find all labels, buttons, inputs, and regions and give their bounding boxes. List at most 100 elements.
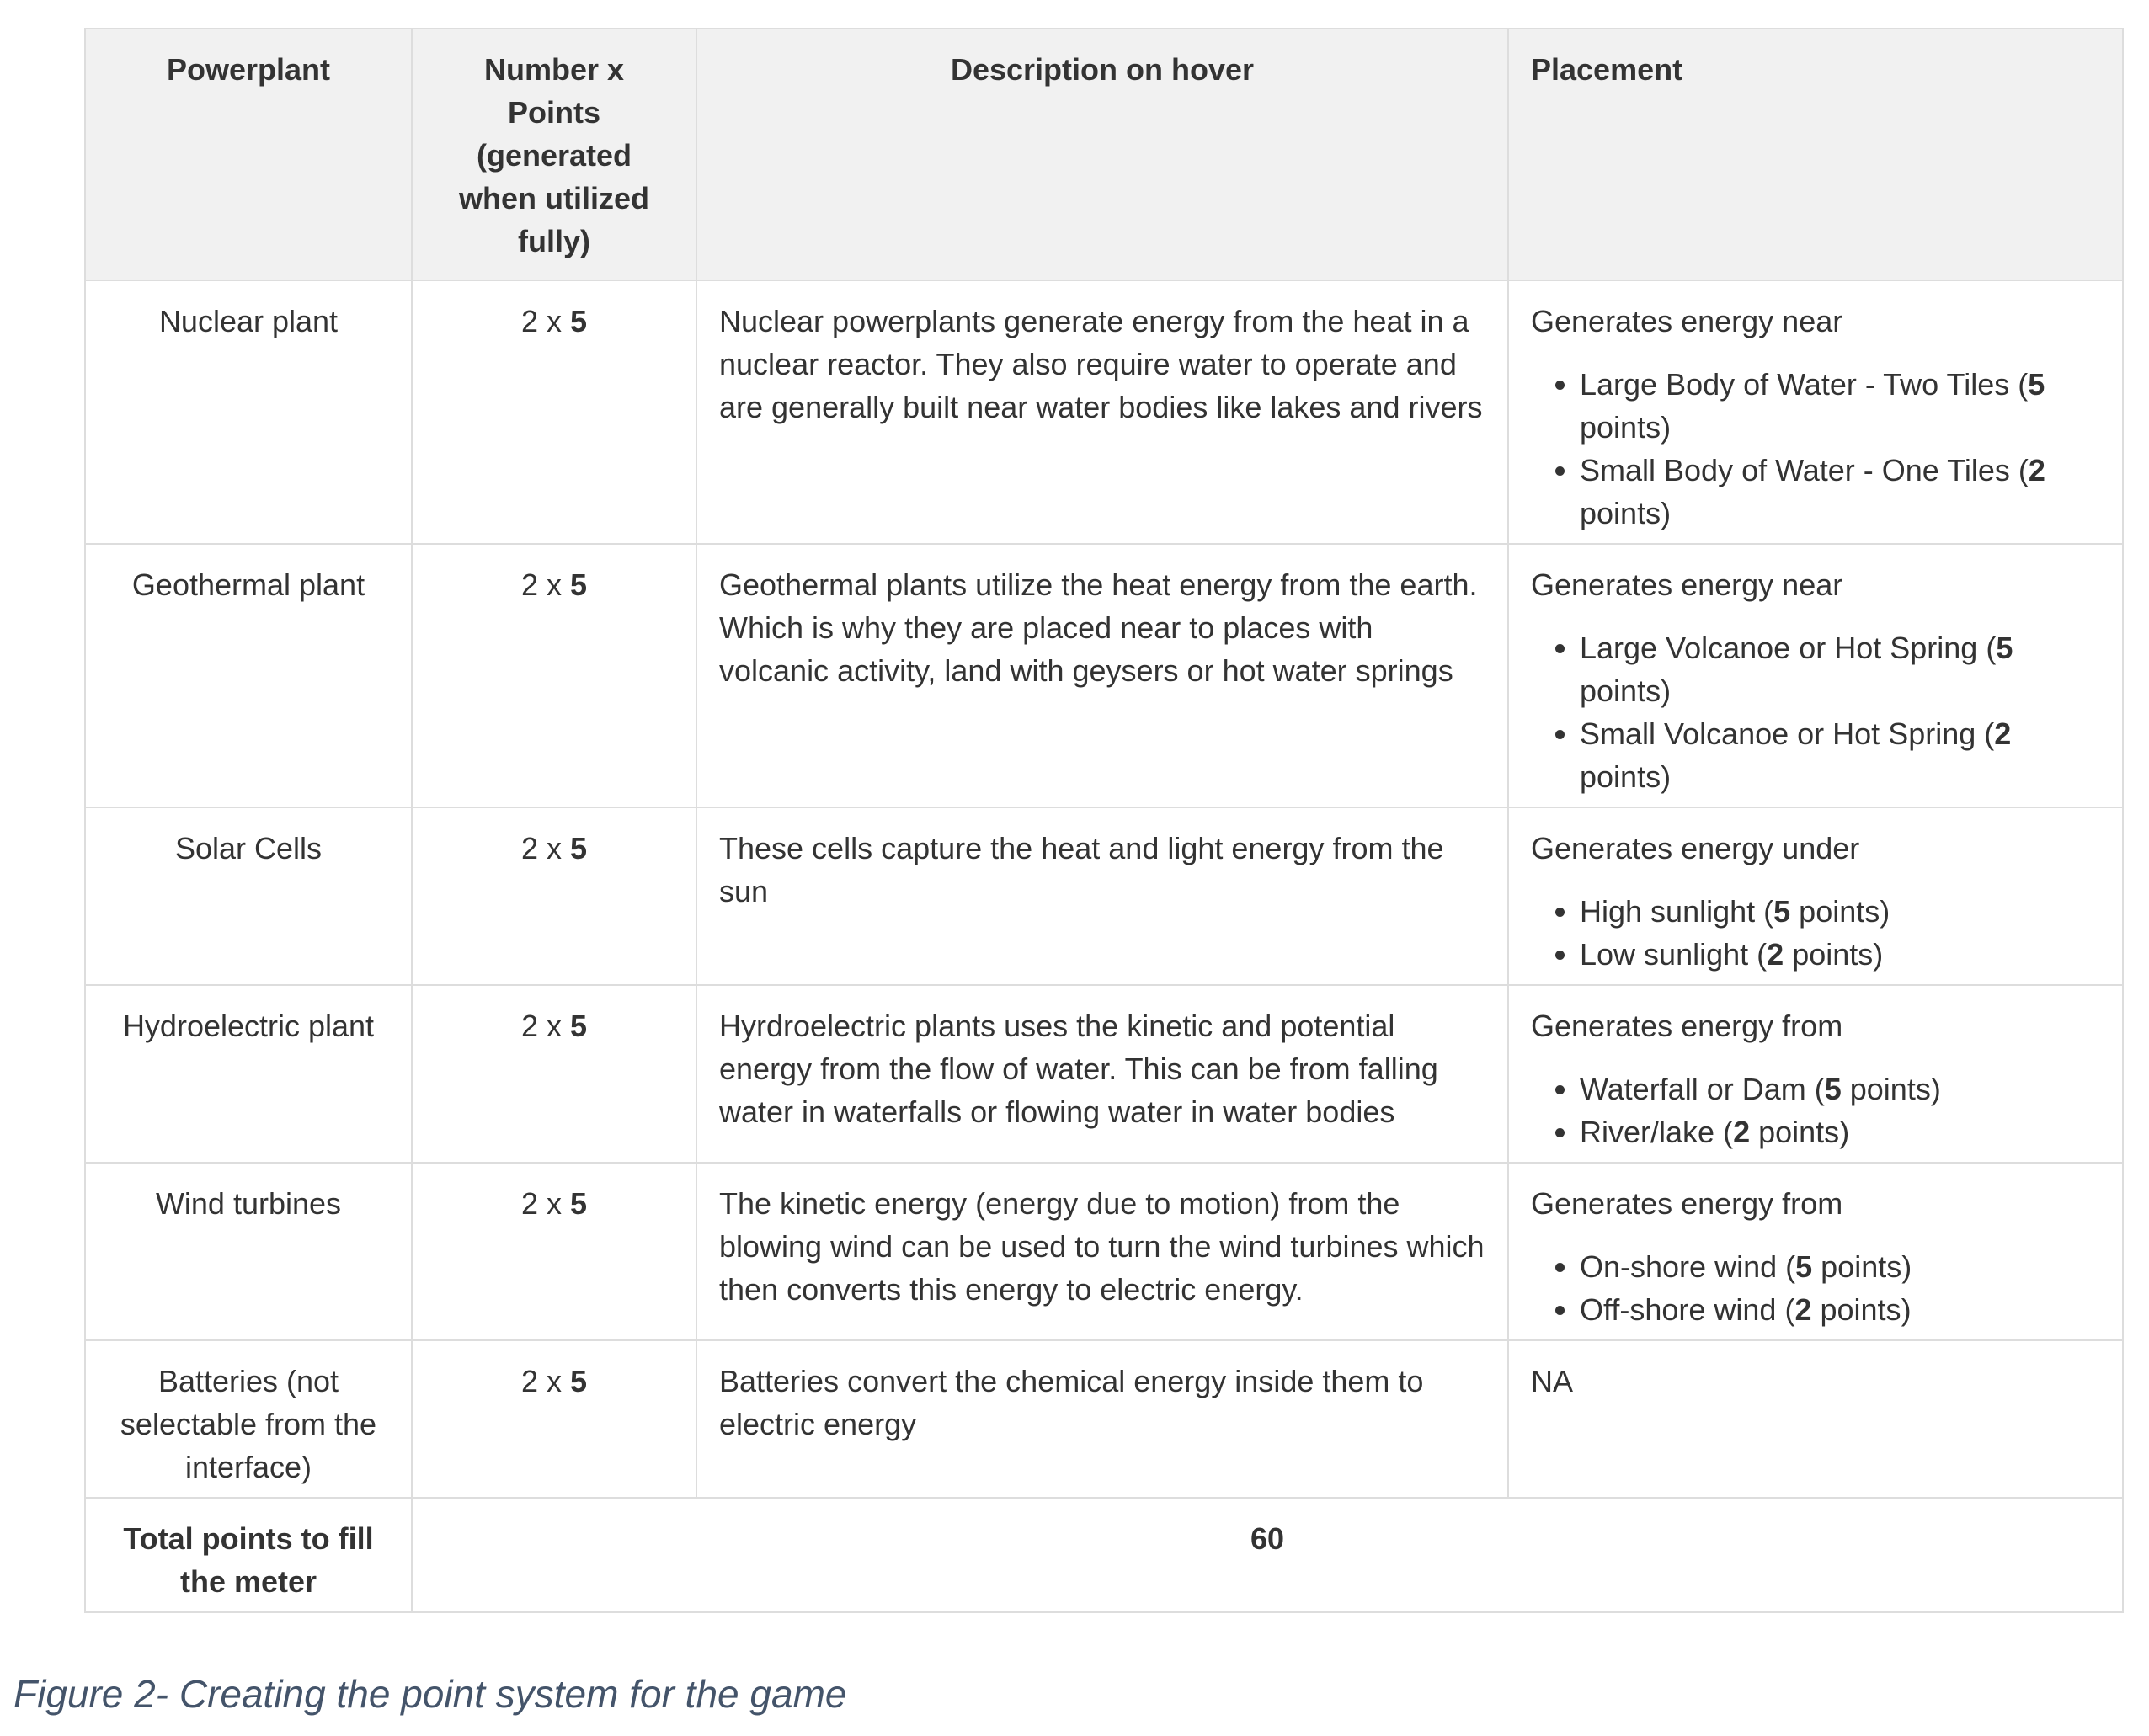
multiply-sign: x — [547, 1009, 562, 1043]
powerplant-cell: Batteries (not selectable from the inter… — [84, 1339, 413, 1499]
placement-unit: points — [1820, 1292, 1901, 1327]
placement-unit: points — [1799, 894, 1880, 929]
placement-list: High sunlight (5 points)Low sunlight (2 … — [1531, 890, 2100, 976]
placement-list: Large Body of Water - Two Tiles (5 point… — [1531, 363, 2100, 535]
points-per-plant: 5 — [570, 1364, 588, 1398]
header-number-points: Number x Points (generated when utilized… — [411, 28, 697, 281]
placement-label: Waterfall or Dam — [1580, 1072, 1806, 1106]
table-row: Nuclear plant 2 x 5 Nuclear powerplants ge… — [84, 280, 2124, 545]
placement-points: 5 — [2028, 367, 2045, 402]
description-cell: Batteries convert the chemical energy in… — [696, 1339, 1509, 1499]
table-row: Hydroelectric plant 2 x 5 Hyrdroelectric p… — [84, 984, 2124, 1164]
number-points-cell: 2 x 5 — [411, 543, 697, 808]
placement-item: River/lake (2 points) — [1580, 1110, 2100, 1153]
powerplant-cell: Hydroelectric plant — [84, 984, 413, 1164]
placement-cell: Generates energy from Waterfall or Dam (5… — [1507, 984, 2124, 1164]
description-cell: The kinetic energy (energy due to motion… — [696, 1162, 1509, 1341]
points-per-plant: 5 — [570, 304, 588, 338]
placement-item: Low sunlight (2 points) — [1580, 933, 2100, 976]
description-cell: Geothermal plants utilize the heat energ… — [696, 543, 1509, 808]
plant-count: 2 — [520, 831, 538, 865]
placement-item: Off-shore wind (2 points) — [1580, 1288, 2100, 1331]
total-row: Total points to fill the meter 60 — [84, 1497, 2124, 1613]
table-row: Wind turbines 2 x 5 The kinetic energy (en… — [84, 1162, 2124, 1341]
placement-unit: points — [1580, 674, 1661, 708]
placement-list: Large Volcanoe or Hot Spring (5 points) S… — [1531, 626, 2100, 798]
placement-points: 2 — [1794, 1292, 1812, 1327]
powerplant-cell: Solar Cells — [84, 807, 413, 986]
placement-intro: Generates energy under — [1531, 831, 1860, 865]
placement-label: River/lake — [1580, 1115, 1715, 1149]
placement-intro: Generates energy near — [1531, 304, 1843, 338]
placement-unit: points — [1849, 1072, 1931, 1106]
placement-label: Large Volcanoe or Hot Spring — [1580, 631, 1978, 665]
placement-item: Small Body of Water - One Tiles (2 point… — [1580, 449, 2100, 535]
powerplant-cell: Nuclear plant — [84, 280, 413, 545]
placement-points: 2 — [1733, 1115, 1751, 1149]
plant-count: 2 — [520, 1364, 538, 1398]
table-row: Solar Cells 2 x 5 These cells capture the … — [84, 807, 2124, 986]
multiply-sign: x — [547, 1186, 562, 1221]
placement-item: On-shore wind (5 points) — [1580, 1245, 2100, 1288]
placement-item: Waterfall or Dam (5 points) — [1580, 1068, 2100, 1110]
plant-count: 2 — [520, 304, 538, 338]
placement-item: Large Volcanoe or Hot Spring (5 points) — [1580, 626, 2100, 712]
number-points-cell: 2 x 5 — [411, 807, 697, 986]
total-value-cell: 60 — [411, 1497, 2124, 1613]
placement-intro: Generates energy from — [1531, 1186, 1843, 1221]
point-system-table: Powerplant Number x Points (generated wh… — [84, 28, 2124, 1613]
placement-cell: Generates energy from On-shore wind (5 po… — [1507, 1162, 2124, 1341]
placement-points: 2 — [2028, 453, 2045, 487]
placement-points: 5 — [1824, 1072, 1842, 1106]
placement-list: On-shore wind (5 points)Off-shore wind (… — [1531, 1245, 2100, 1331]
number-points-cell: 2 x 5 — [411, 280, 697, 545]
points-per-plant: 5 — [570, 567, 588, 602]
plant-count: 2 — [520, 567, 538, 602]
plant-count: 2 — [520, 1009, 538, 1043]
multiply-sign: x — [547, 1364, 562, 1398]
placement-label: On-shore wind — [1580, 1249, 1778, 1284]
points-per-plant: 5 — [570, 1186, 588, 1221]
placement-cell: Generates energy near Large Body of Water… — [1507, 280, 2124, 545]
placement-intro: NA — [1531, 1364, 1574, 1398]
placement-label: Small Body of Water - One Tiles — [1580, 453, 2010, 487]
placement-cell: NA — [1507, 1339, 2124, 1499]
total-label-cell: Total points to fill the meter — [84, 1497, 413, 1613]
description-cell: These cells capture the heat and light e… — [696, 807, 1509, 986]
placement-label: Small Volcanoe or Hot Spring — [1580, 716, 1976, 751]
placement-label: Low sunlight — [1580, 937, 1749, 972]
placement-points: 5 — [1773, 894, 1791, 929]
placement-label: Off-shore wind — [1580, 1292, 1777, 1327]
description-cell: Hyrdroelectric plants uses the kinetic a… — [696, 984, 1509, 1164]
placement-unit: points — [1580, 759, 1661, 794]
placement-list: Waterfall or Dam (5 points)River/lake (2… — [1531, 1068, 2100, 1153]
placement-intro: Generates energy near — [1531, 567, 1843, 602]
table-row: Geothermal plant 2 x 5 Geothermal plants u… — [84, 543, 2124, 808]
description-cell: Nuclear powerplants generate energy from… — [696, 280, 1509, 545]
placement-unit: points — [1580, 410, 1661, 445]
placement-item: High sunlight (5 points) — [1580, 890, 2100, 933]
number-points-cell: 2 x 5 — [411, 984, 697, 1164]
placement-points: 5 — [1996, 631, 2013, 665]
table-header-row: Powerplant Number x Points (generated wh… — [84, 28, 2124, 281]
placement-label: Large Body of Water - Two Tiles — [1580, 367, 2010, 402]
multiply-sign: x — [547, 304, 562, 338]
table-row: Batteries (not selectable from the inter… — [84, 1339, 2124, 1499]
placement-label: High sunlight — [1580, 894, 1756, 929]
multiply-sign: x — [547, 831, 562, 865]
placement-unit: points — [1758, 1115, 1840, 1149]
placement-unit: points — [1792, 937, 1874, 972]
multiply-sign: x — [547, 567, 562, 602]
placement-cell: Generates energy under High sunlight (5 p… — [1507, 807, 2124, 986]
powerplant-cell: Wind turbines — [84, 1162, 413, 1341]
placement-unit: points — [1821, 1249, 1902, 1284]
figure-caption: Figure 2- Creating the point system for … — [13, 1672, 847, 1716]
table-body: Nuclear plant 2 x 5 Nuclear powerplants ge… — [84, 280, 2124, 1613]
header-placement: Placement — [1507, 28, 2124, 281]
plant-count: 2 — [520, 1186, 538, 1221]
placement-points: 2 — [1994, 716, 2012, 751]
placement-points: 2 — [1767, 937, 1784, 972]
powerplant-cell: Geothermal plant — [84, 543, 413, 808]
header-description: Description on hover — [696, 28, 1509, 281]
number-points-cell: 2 x 5 — [411, 1339, 697, 1499]
